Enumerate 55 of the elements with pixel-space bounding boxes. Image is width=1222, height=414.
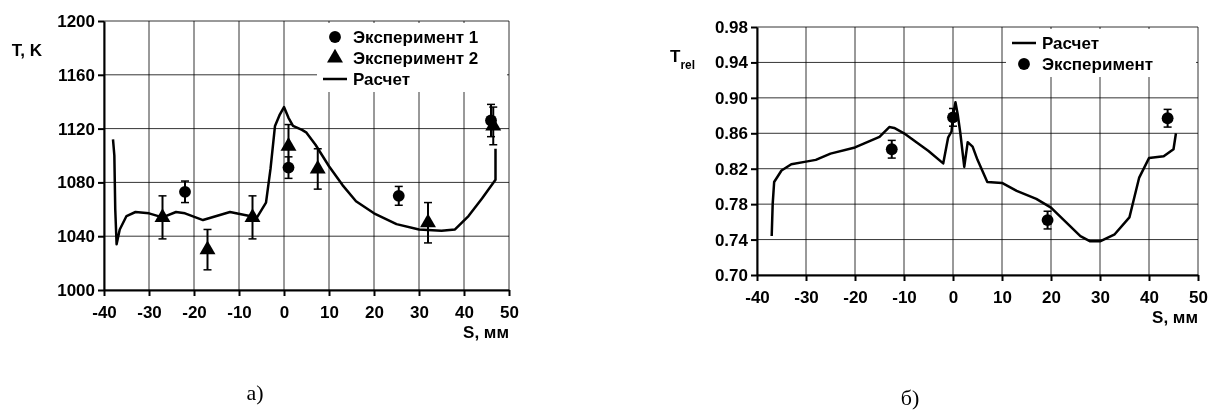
legend-label: Расчет [353,70,411,89]
x-tick-label: 20 [1042,287,1061,307]
y-tick-label: 0.74 [714,230,749,250]
legend-label: Эксперимент 2 [353,49,479,68]
point [885,143,898,156]
y-tick-label: 0.98 [714,17,748,37]
y-axis-title: T, K [11,41,43,60]
x-tick-label: -20 [182,302,207,322]
x-tick-label: 20 [365,302,384,322]
x-tick-label: -40 [92,302,117,322]
point [199,240,216,255]
x-tick-label: 40 [1140,287,1159,307]
y-tick-label: 0.90 [714,88,748,108]
point [392,189,405,202]
y-tick-label: 1120 [58,119,95,139]
x-tick-label: 10 [320,302,339,322]
x-tick-label: -20 [843,287,868,307]
x-tick-label: 0 [948,287,959,307]
text: б) [900,385,920,410]
y-tick-label: 0.86 [714,124,748,144]
x-tick-label: -10 [892,287,917,307]
x-tick-label: 50 [500,302,519,322]
x-tick-label: 10 [993,287,1012,307]
y-tick-label: 1040 [57,227,95,247]
x-tick-label: 50 [1189,287,1208,307]
x-axis-title: S, мм [1152,308,1198,327]
point [280,136,297,151]
point [947,111,959,124]
y-tick-label: 1160 [58,65,95,85]
y-tick-label: 0.82 [714,159,748,179]
x-tick-label: -30 [137,302,162,322]
point [1161,112,1174,125]
x-tick-label: 40 [455,302,474,322]
y-tick-label: 0.78 [714,195,748,215]
x-tick-label: 30 [1091,287,1110,307]
x-tick-label: -30 [794,287,819,307]
x-tick-label: 30 [410,302,429,322]
point [309,159,326,174]
y-tick-label: 0.70 [714,265,748,285]
legend-label: Эксперимент [1042,55,1154,74]
y-tick-label: 1000 [57,280,95,300]
text: а) [246,380,264,405]
legend-label: Расчет [1042,34,1100,53]
x-tick-label: -10 [227,302,252,322]
point [420,213,436,228]
x-axis-title: S, мм [463,323,509,342]
point [179,185,191,198]
y-tick-label: 0.94 [714,53,749,73]
x-tick-label: -40 [745,287,770,307]
x-tick-label: 0 [279,302,290,322]
legend-label: Эксперимент 1 [353,28,479,47]
y-axis-title: T$_{rel}$ [670,47,695,72]
y-tick-label: 1200 [57,11,95,31]
y-tick-label: 1080 [57,173,95,193]
point [1041,214,1054,226]
